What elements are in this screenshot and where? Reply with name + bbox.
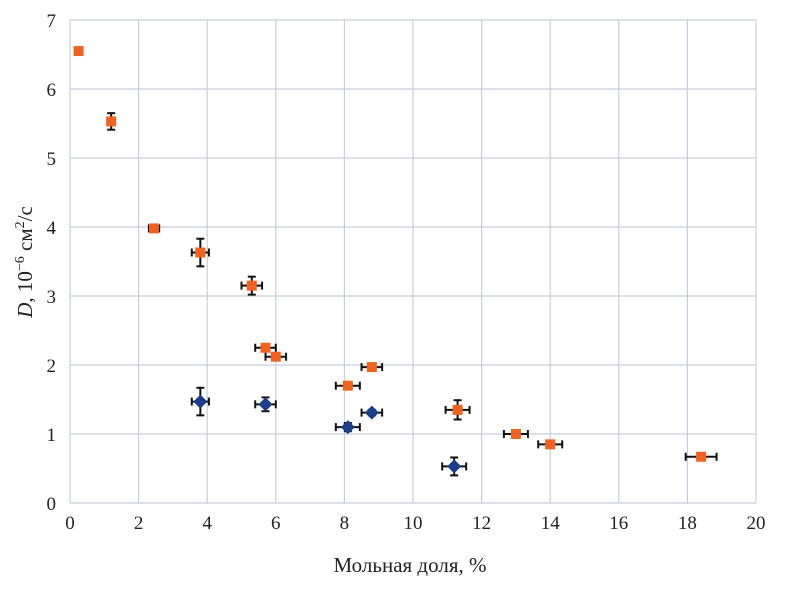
diamond-marker (258, 397, 273, 412)
y-tick-label: 5 (47, 149, 57, 170)
x-tick-label: 6 (271, 513, 281, 534)
grid (69, 19, 757, 504)
data-point (147, 223, 161, 234)
x-axis-label: Мольная доля, % (334, 553, 487, 577)
data-point (73, 46, 84, 57)
data-point (264, 351, 288, 362)
data-point (190, 237, 210, 268)
x-tick-label: 12 (472, 513, 491, 534)
data-point (240, 275, 264, 296)
square-marker (510, 429, 521, 439)
square-marker (366, 362, 377, 373)
data-point (684, 451, 718, 462)
square-marker (696, 451, 707, 462)
square-marker (149, 223, 160, 234)
data-marks (73, 46, 718, 477)
square-marker (452, 404, 463, 415)
data-point (537, 439, 564, 450)
x-tick-label: 16 (609, 513, 628, 534)
data-point (190, 386, 210, 417)
data-point (444, 399, 471, 421)
y-label-unit: см (13, 228, 37, 256)
x-tick-label: 4 (202, 513, 212, 534)
diamond-marker (364, 405, 379, 420)
data-point (360, 405, 384, 420)
data-point (334, 380, 361, 391)
y-tick-label: 7 (47, 11, 57, 32)
data-point (106, 112, 117, 131)
y-tick-label: 1 (47, 425, 57, 446)
square-marker (342, 380, 353, 391)
diamond-marker (340, 420, 355, 435)
x-tick-label: 8 (340, 513, 350, 534)
y-label-tail: /с (13, 206, 37, 221)
x-tick-label: 14 (541, 513, 561, 534)
x-tick-label: 20 (747, 513, 766, 534)
x-tick-label: 2 (134, 513, 144, 534)
x-tick-label: 10 (404, 513, 423, 534)
diamond-marker (193, 394, 208, 409)
y-label-exponent: −6 (13, 256, 28, 271)
y-label-symbol: D (13, 303, 37, 319)
square-marker (246, 280, 257, 291)
x-tick-label: 0 (65, 513, 75, 534)
y-tick-label: 4 (47, 218, 57, 239)
data-point (334, 420, 361, 435)
y-tick-label: 2 (47, 356, 57, 377)
square-marker (545, 439, 556, 450)
y-tick-label: 3 (47, 287, 57, 308)
square-marker (195, 247, 206, 258)
data-point (502, 429, 529, 439)
data-point (254, 396, 277, 413)
y-tick-label: 6 (47, 80, 57, 101)
square-marker (270, 351, 281, 362)
y-label-scale: , 10 (13, 271, 37, 303)
square-marker (106, 116, 117, 127)
x-tick-label: 18 (678, 513, 697, 534)
y-axis-label: D, 10−6 см2/с (13, 206, 37, 319)
square-marker (260, 342, 271, 353)
data-point (360, 362, 384, 373)
square-marker (73, 46, 84, 57)
data-point (254, 342, 277, 353)
y-tick-label: 0 (47, 494, 57, 515)
y-label-unit-exponent: 2 (13, 221, 28, 228)
data-point (441, 456, 468, 477)
diamond-marker (447, 459, 462, 474)
